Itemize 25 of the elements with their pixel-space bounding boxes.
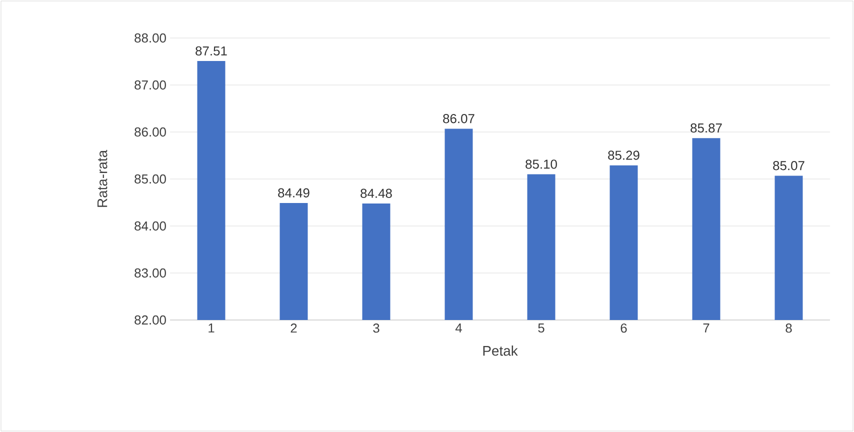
x-tick-label: 4: [455, 324, 462, 332]
y-tick-label: 82.00: [134, 315, 166, 325]
y-tick-label: 88.00: [134, 33, 166, 43]
data-label: 85.07: [773, 161, 804, 170]
y-tick-label: 83.00: [134, 268, 166, 278]
x-tick-label: 8: [786, 324, 792, 333]
x-axis-title: Petak: [483, 346, 518, 356]
y-tick-label: 85.00: [134, 174, 166, 184]
data-label: 87.51: [196, 46, 227, 56]
data-label: 85.29: [608, 150, 640, 160]
data-label: 85.10: [526, 160, 557, 169]
x-tick-label: 3: [373, 324, 380, 333]
y-tick-label: 87.00: [134, 80, 166, 90]
x-tick-label: 1: [208, 324, 214, 332]
x-tick-label: 2: [290, 324, 297, 333]
y-tick-label: 84.00: [134, 221, 166, 231]
data-label: 84.48: [360, 188, 392, 198]
data-label: 85.87: [690, 123, 722, 133]
y-tick-label: 86.00: [134, 127, 166, 137]
data-label: 86.07: [443, 114, 474, 124]
x-tick-label: 6: [620, 324, 627, 333]
x-tick-label: 5: [538, 324, 544, 333]
x-tick-label: 7: [703, 324, 710, 332]
data-label: 84.49: [278, 188, 310, 198]
y-axis-title: Rata-rata: [98, 150, 108, 207]
